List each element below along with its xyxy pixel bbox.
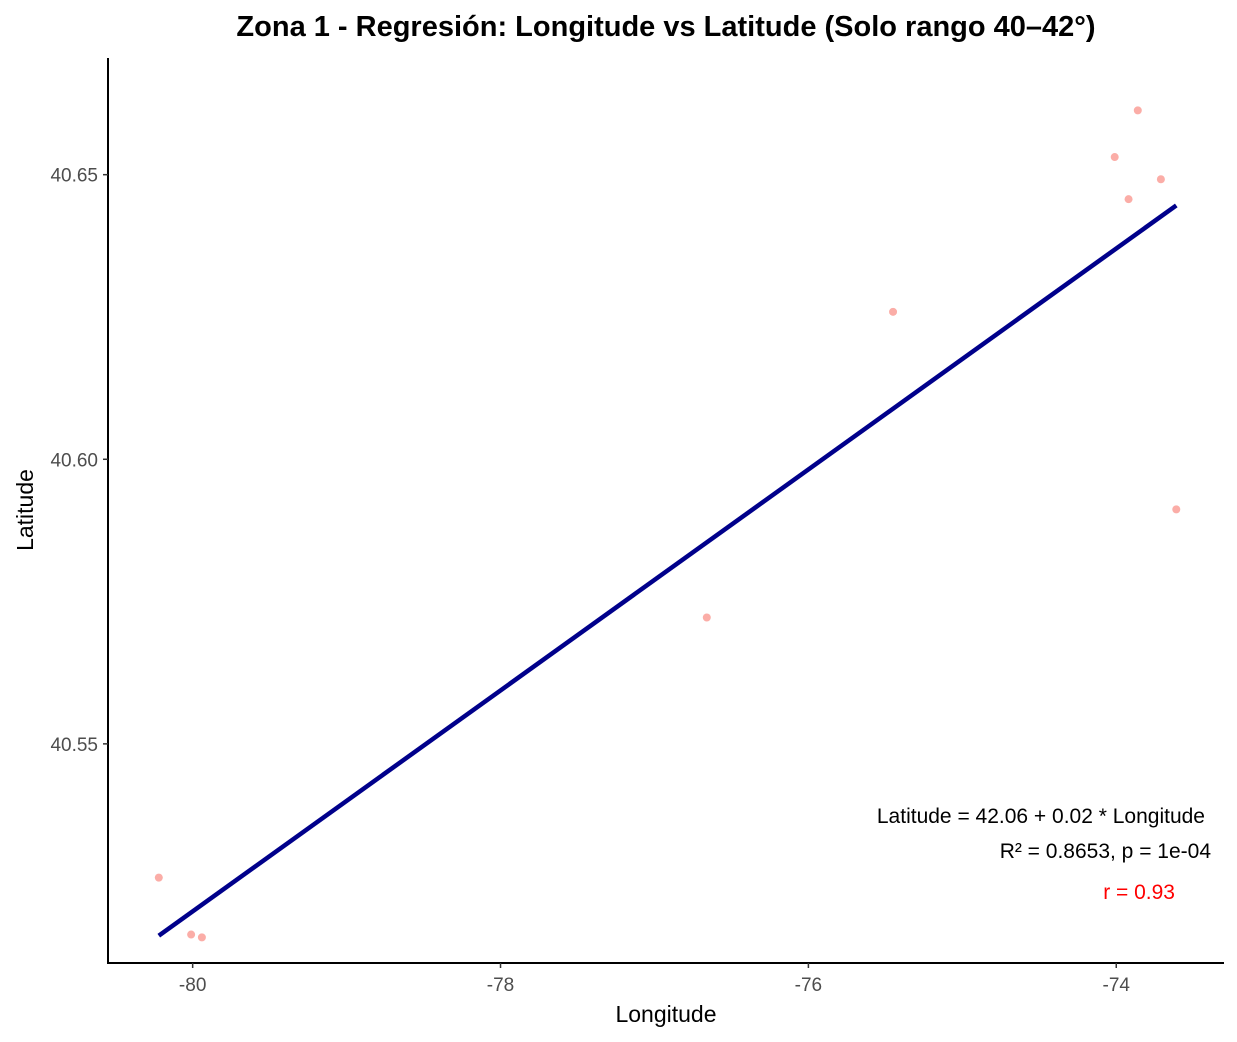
regression-line-layer	[157, 203, 1178, 938]
data-point	[702, 613, 711, 622]
regression-equation: Latitude = 42.06 + 0.02 * Longitude	[877, 805, 1205, 828]
data-point	[1110, 153, 1119, 162]
data-point	[889, 307, 898, 316]
data-point	[1133, 106, 1142, 115]
points-layer	[154, 106, 1181, 942]
x-tick-label: -74	[1103, 975, 1131, 996]
y-axis-label: Latitude	[12, 469, 38, 551]
regression-line	[157, 203, 1178, 938]
data-point	[1172, 505, 1181, 514]
y-ticks: 40.55 40.60 40.65	[50, 166, 108, 756]
y-tick-label: 40.60	[50, 450, 98, 471]
chart-title: Zona 1 - Regresión: Longitude vs Latitud…	[236, 11, 1095, 43]
correlation-coefficient: r = 0.93	[1103, 881, 1175, 904]
data-point	[197, 933, 206, 942]
x-ticks: -80 -78 -76 -74	[179, 963, 1130, 996]
data-point	[1156, 175, 1165, 184]
x-tick-label: -76	[795, 975, 822, 996]
regression-stats: R² = 0.8653, p = 1e-04	[1000, 840, 1212, 863]
data-point	[154, 873, 163, 882]
x-axis-label: Longitude	[615, 1001, 716, 1027]
x-tick-label: -80	[179, 975, 206, 996]
data-point	[187, 930, 196, 939]
x-tick-label: -78	[487, 975, 514, 996]
y-tick-label: 40.55	[50, 735, 98, 756]
data-point	[1124, 195, 1133, 204]
y-tick-label: 40.65	[50, 166, 98, 187]
